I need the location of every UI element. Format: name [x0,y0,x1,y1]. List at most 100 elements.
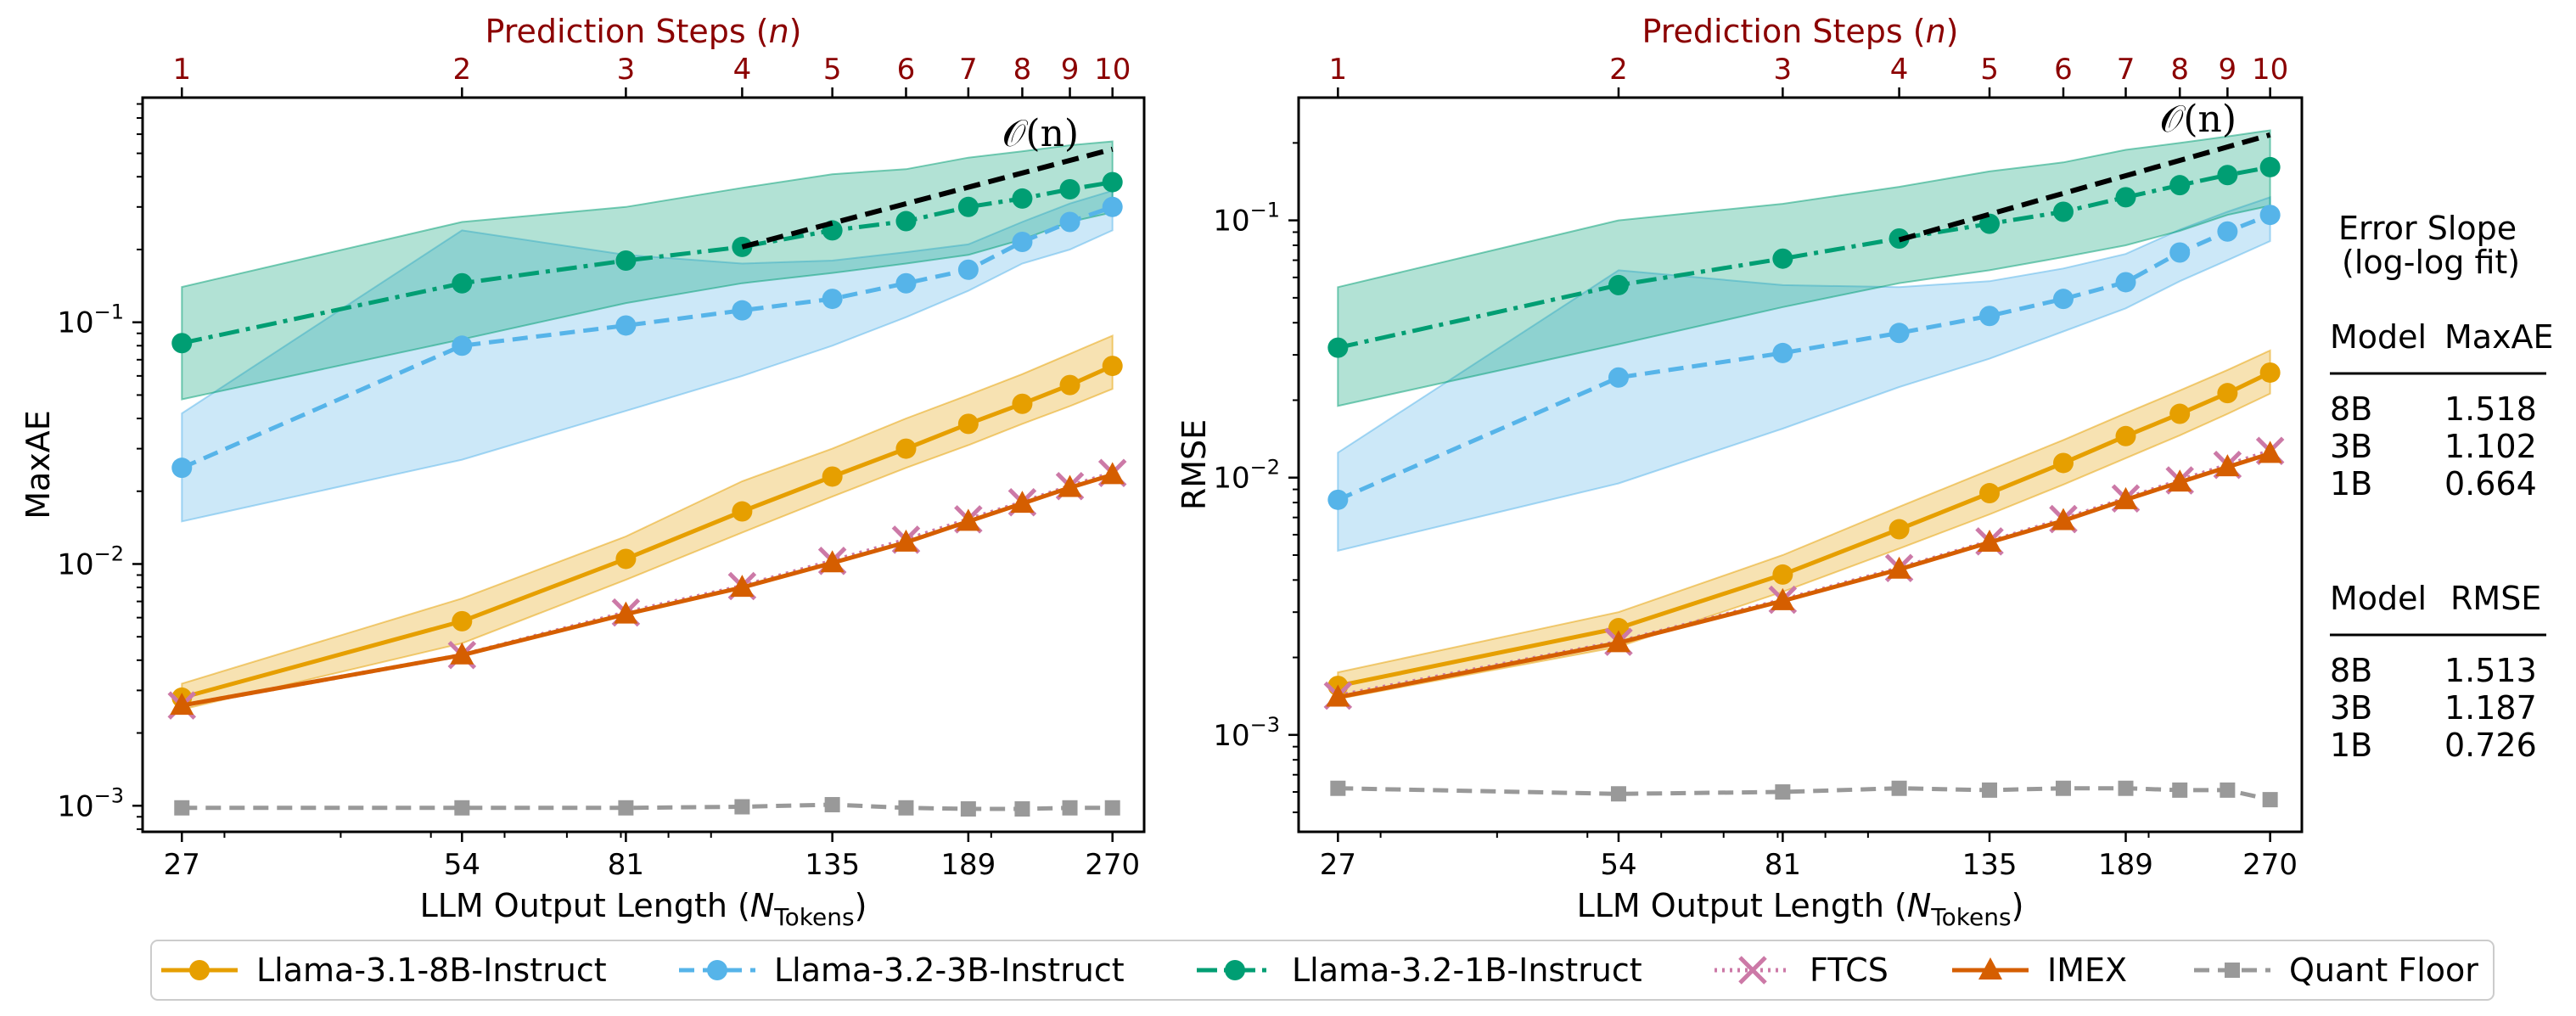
table2-row3-model: 1B [2330,727,2372,764]
legend: Llama-3.1-8B-Instruct Llama-3.2-3B-Instru… [150,940,2495,1001]
legend-label: Quant Floor [2289,951,2478,989]
series-llama-3-1-8b-instruct [1327,362,2281,697]
on-reference-line [741,146,1114,250]
series-imex [1326,441,2282,707]
band-llama-3-2-3b-instruct [181,189,1114,523]
legend-marker [707,960,727,980]
point-imex [894,529,918,552]
y-tick-label: 10−2 [1213,456,1280,496]
point-imex [1058,474,1082,497]
point-llama-3-1-8b-instruct [822,466,843,487]
x-axis-label: LLM Output Length (NTokens) [420,887,867,931]
point-llama-3-2-3b-instruct [1012,232,1033,253]
point-imex [956,508,980,531]
point-llama-3-2-3b-instruct [452,335,473,356]
side-table-title-1: Error Slope [2338,210,2517,247]
table1-header-metric: MaxAE [2444,318,2554,356]
legend-marker [2225,963,2240,978]
x-tick-label: 81 [608,848,644,882]
point-llama-3-2-3b-instruct [1772,342,1793,363]
top-tick-label: 3 [617,53,636,87]
legend-item-llama-3-2-1b-instruct: Llama-3.2-1B-Instruct [1197,951,1642,989]
point-imex [2215,454,2240,477]
legend-marker [1738,956,1767,985]
series-llama-3-2-1b-instruct [171,171,1123,354]
panel-rmse: 𝒪(n) 27 54 81 135 189 270 1 2 3 4 5 6 7 8 9 10 10−3 10−2 10… [1176,13,2304,931]
y-tick-label: 10−1 [1213,199,1280,239]
point-imex [820,550,845,573]
line-llama-3-2-1b-instruct [181,180,1114,345]
point-llama-3-1-8b-instruct [895,438,917,459]
on-annotation: 𝒪(n) [1002,112,1079,155]
point-llama-3-1-8b-instruct [2259,362,2281,383]
top-axis-label: Prediction Steps (n) [1642,13,1959,50]
x-tick-label: 189 [2098,848,2153,882]
series-llama-3-2-3b-instruct [1327,205,2281,510]
point-quant-floor [1104,800,1120,816]
top-tick-label: 10 [1094,53,1131,87]
point-llama-3-2-1b-instruct [1979,213,2001,234]
table2-row1-model: 8B [2330,652,2372,689]
point-imex [170,693,194,716]
table2-row2-model: 3B [2330,689,2372,727]
top-tick-label: 9 [2219,53,2237,87]
legend-label: FTCS [1810,951,1889,989]
legend-label: Llama-3.2-1B-Instruct [1292,951,1642,989]
point-imex [2113,486,2138,509]
top-tick-label: 7 [959,53,978,87]
x-tick-label: 81 [1765,848,1801,882]
point-llama-3-1-8b-instruct [452,610,473,631]
line-llama-3-2-1b-instruct [1337,165,2271,351]
point-llama-3-2-1b-instruct [452,272,473,294]
point-llama-3-2-1b-instruct [2169,175,2191,196]
point-quant-floor [2055,780,2071,796]
x-tick-label: 189 [940,848,996,882]
top-tick-label: 4 [1890,53,1909,87]
x-tick-label: 54 [1600,848,1636,882]
point-llama-3-2-1b-instruct [1772,248,1793,269]
band-llama-3-2-3b-instruct [1337,196,2271,553]
point-imex [1606,630,1630,653]
x-tick-label: 270 [2242,848,2298,882]
x-tick-label: 54 [444,848,480,882]
top-tick-label: 2 [1609,53,1628,87]
point-llama-3-2-3b-instruct [732,300,753,321]
x-tick-label: 27 [164,848,200,882]
point-llama-3-1-8b-instruct [1059,374,1080,396]
point-quant-floor [898,800,914,816]
band-llama-3-1-8b-instruct [1337,349,2271,700]
plot-frame [1297,96,2304,834]
top-tick-label: 3 [1774,53,1793,87]
top-tick-label: 10 [2252,53,2288,87]
point-imex [2258,441,2282,463]
table2-row1-value: 1.513 [2444,652,2537,689]
point-imex [1010,491,1035,514]
point-llama-3-2-1b-instruct [1102,171,1123,193]
point-llama-3-2-3b-instruct [615,315,637,336]
point-quant-floor [2220,782,2236,798]
line-ftcs [181,470,1114,708]
line-llama-3-1-8b-instruct [1337,370,2271,688]
point-quant-floor [960,801,976,817]
point-llama-3-2-1b-instruct [2115,187,2136,208]
point-imex [614,601,638,624]
line-quant-floor [182,802,1113,811]
point-quant-floor [1062,800,1078,816]
point-llama-3-2-3b-instruct [2052,289,2074,310]
line-llama-3-2-3b-instruct [1337,212,2271,502]
point-llama-3-2-3b-instruct [957,259,979,280]
table1-row2-value: 1.102 [2444,428,2537,465]
point-quant-floor [1610,786,1626,802]
legend-marker [189,960,210,980]
top-tick-label: 6 [2054,53,2073,87]
point-llama-3-2-3b-instruct [1327,489,1349,510]
point-llama-3-2-3b-instruct [895,272,917,294]
error-slope-table: Error Slope (log-log fit) Model MaxAE 8B… [2330,210,2554,764]
table1-row3-value: 0.664 [2444,465,2537,502]
point-llama-3-2-3b-instruct [2259,205,2281,226]
table1-row2-model: 3B [2330,428,2372,465]
top-tick-label: 8 [1013,53,1032,87]
point-llama-3-1-8b-instruct [2217,383,2238,404]
top-tick-label: 1 [172,53,191,87]
series-llama-3-2-3b-instruct [171,196,1123,479]
